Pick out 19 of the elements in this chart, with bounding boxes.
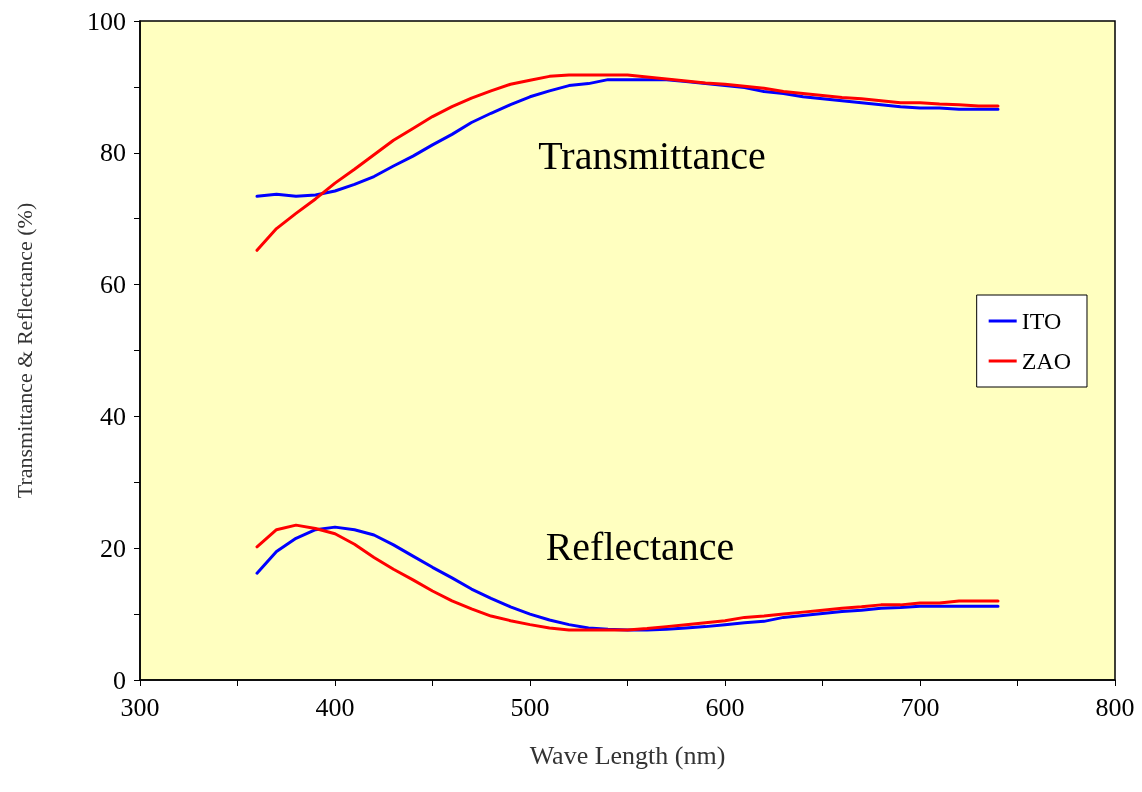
annotation: Transmittance <box>538 132 766 178</box>
x-tick-label: 600 <box>705 692 745 722</box>
y-tick-label: 80 <box>100 138 126 168</box>
x-tick-label: 800 <box>1095 692 1135 722</box>
legend-label: ZAO <box>1021 348 1071 374</box>
x-axis-title: Wave Length (nm) <box>529 740 726 770</box>
x-tick-label: 500 <box>510 692 550 722</box>
line-series <box>255 73 1000 252</box>
x-tick-label: 300 <box>120 692 160 722</box>
y-tick-label: 40 <box>100 401 126 431</box>
y-tick-label: 0 <box>113 665 126 695</box>
annotation: Reflectance <box>545 523 735 569</box>
x-tick-label: 400 <box>315 692 355 722</box>
x-tick-label: 700 <box>900 692 940 722</box>
y-tick-label: 60 <box>100 270 126 300</box>
y-tick-label: 100 <box>87 6 126 36</box>
y-axis-title: Transmittance & Reflectance (%) <box>11 202 37 499</box>
legend-label: ITO <box>1021 308 1062 334</box>
y-tick-label: 20 <box>100 533 126 563</box>
